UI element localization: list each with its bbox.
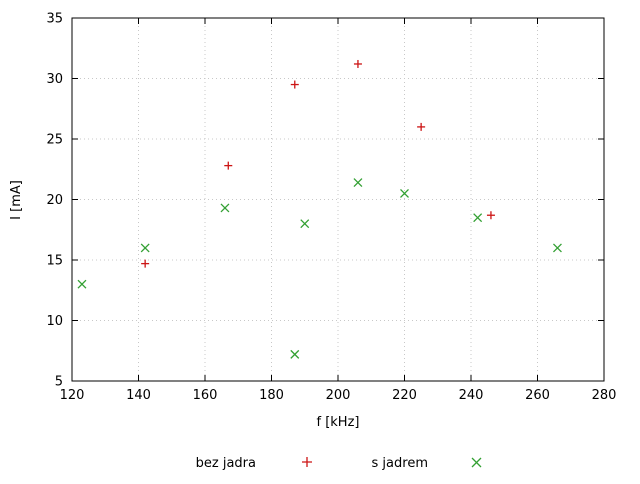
y-tick-label: 15: [46, 254, 63, 269]
data-point-cross: [300, 219, 310, 229]
x-tick-label: 220: [392, 388, 417, 403]
y-axis-label: I [mA]: [9, 180, 24, 220]
data-point-plus: [141, 259, 150, 268]
data-point-cross: [290, 349, 300, 359]
y-tick-label: 10: [46, 314, 63, 329]
legend-label-s-jadrem: s jadrem: [372, 456, 428, 471]
legend-label-bez-jadra: bez jadra: [196, 456, 256, 471]
data-point-cross: [77, 279, 87, 289]
data-point-cross: [353, 178, 363, 188]
x-tick-labels: 120 140 160 180 200 220 240 260 280: [60, 388, 617, 403]
data-point-cross: [140, 243, 150, 253]
data-points: [77, 59, 562, 359]
x-tick-label: 180: [259, 388, 284, 403]
x-tick-label: 240: [459, 388, 484, 403]
x-tick-label: 260: [525, 388, 550, 403]
legend-marker-cross-icon: [471, 457, 482, 468]
data-point-cross: [400, 188, 409, 198]
y-tick-label: 35: [46, 12, 63, 27]
y-tick-label: 5: [55, 375, 63, 390]
x-tick-label: 280: [592, 388, 617, 403]
data-point-plus: [417, 122, 426, 131]
data-point-cross: [473, 213, 483, 223]
x-tick-label: 200: [326, 388, 351, 403]
data-point-plus: [486, 211, 495, 220]
x-tick-label: 140: [126, 388, 151, 403]
data-point-plus: [224, 161, 233, 170]
y-tick-labels: 5 10 15 20 25 30 35: [46, 12, 63, 390]
legend: bez jadra s jadrem: [196, 456, 482, 471]
data-point-plus: [353, 59, 362, 68]
data-point-cross: [552, 243, 562, 253]
y-tick-label: 30: [46, 72, 63, 87]
legend-marker-plus-icon: [302, 457, 312, 467]
axis-ticks: [71, 17, 605, 382]
data-point-plus: [290, 80, 299, 89]
x-tick-label: 160: [193, 388, 218, 403]
y-tick-label: 20: [46, 193, 63, 208]
x-axis-label: f [kHz]: [317, 415, 360, 430]
x-tick-label: 120: [60, 388, 85, 403]
y-tick-label: 25: [46, 133, 63, 148]
data-point-cross: [220, 203, 230, 213]
